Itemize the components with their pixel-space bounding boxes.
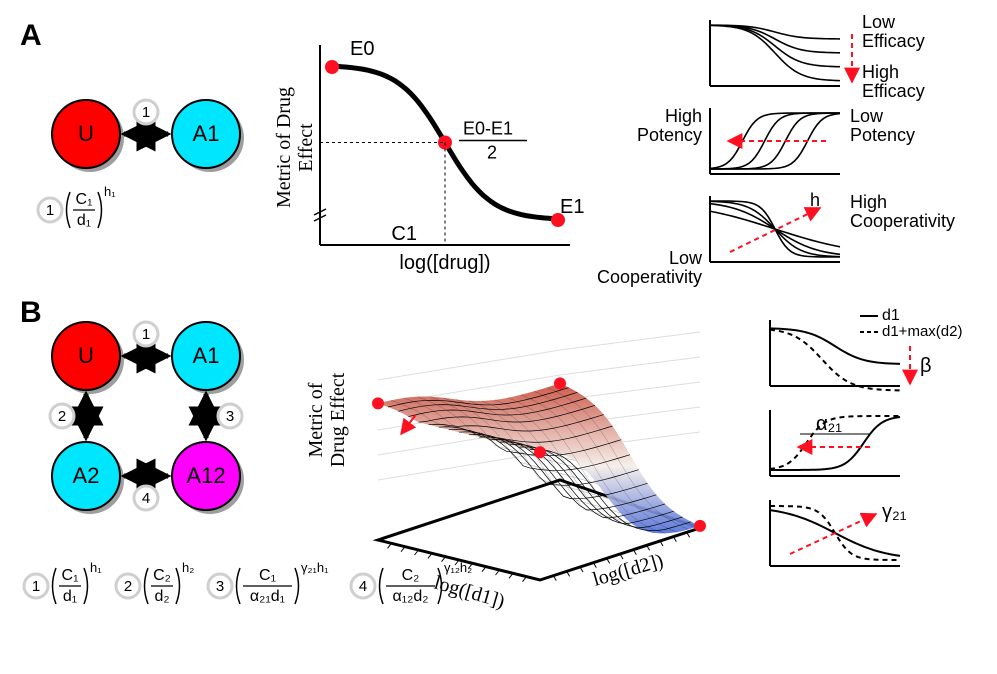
- gamma-arrow: [790, 514, 876, 554]
- surf-corner-dot: [372, 397, 384, 409]
- wall-grid: [378, 450, 560, 480]
- frac-exp: h₁: [90, 560, 102, 575]
- panel-label-B: B: [20, 296, 42, 329]
- rparen: [84, 568, 88, 604]
- hill-ylabel: Metric of DrugEffect: [273, 87, 317, 208]
- h-label: h: [810, 190, 820, 210]
- node-label: A1: [193, 343, 220, 368]
- legend-d1d2: d1+max(d2): [882, 323, 962, 340]
- node-label: A12: [186, 463, 225, 488]
- edge-badge-num: 2: [58, 408, 66, 425]
- d2-label: log([d2]): [590, 550, 665, 591]
- wall-grid: [378, 350, 560, 380]
- half-bot: 2: [487, 143, 497, 163]
- surf-corner-dot: [694, 520, 706, 532]
- high-coop: HighCooperativity: [850, 192, 955, 231]
- text: 3: [216, 578, 224, 595]
- high-eff: HighEfficacy: [862, 62, 925, 101]
- low-eff: LowEfficacy: [862, 12, 925, 51]
- d1d2-curve: [770, 330, 900, 391]
- frac-num: C₂: [153, 567, 171, 584]
- C1-label: C1: [391, 223, 417, 245]
- beta-label: β: [920, 355, 932, 377]
- node-label: U: [78, 343, 94, 368]
- lparen: [145, 568, 149, 604]
- lparen: [380, 568, 384, 604]
- d1-label: log([d1]): [432, 572, 507, 613]
- figure: A U A1 1 1 C₁ d₁ h₁ E0 E1 C1 E0-E1 2 Metric of DrugEf…: [0, 0, 997, 674]
- legend-d1: d1: [882, 307, 900, 324]
- frac-den: d₂: [154, 588, 169, 605]
- lparen: [53, 568, 57, 604]
- text: 2: [124, 578, 132, 595]
- E0-label: E0: [350, 38, 374, 60]
- frac-exp: γ₂₁h₁: [301, 560, 329, 575]
- frac-exp: h₁: [104, 184, 116, 199]
- mini-curve: [710, 201, 840, 257]
- frac-den: d₁: [63, 588, 77, 605]
- frac-den: α₁₂d₂: [393, 588, 429, 605]
- low-coop: LowCooperativity: [597, 248, 703, 287]
- E1-label: E1: [560, 196, 584, 218]
- low-pot: LowPotency: [850, 106, 915, 145]
- E0-dot: [325, 60, 339, 74]
- frac-num: C₁: [62, 567, 79, 584]
- edge-badge-num: 1: [142, 326, 150, 343]
- node-label: U: [78, 121, 94, 146]
- gamma-label: γ₂₁: [882, 501, 907, 523]
- high-pot: HighPotency: [637, 106, 702, 145]
- rparen: [295, 568, 299, 604]
- edge-badge-num: 3: [226, 408, 234, 425]
- text: 4: [359, 578, 367, 595]
- node-label: A2: [73, 463, 100, 488]
- lparen: [67, 192, 71, 228]
- mini-curve: [710, 25, 840, 80]
- surf-corner-dot: [534, 446, 546, 458]
- frac-den: α₂₁d₁: [250, 588, 285, 605]
- frac-num: C₁: [76, 191, 93, 208]
- surf-corner-dot: [554, 377, 566, 389]
- frac-num: C₂: [402, 567, 420, 584]
- surf-ylabel: Metric ofDrug Effect: [305, 372, 349, 467]
- text: 1: [32, 578, 40, 595]
- hill-xlabel: log([drug]): [399, 252, 490, 274]
- frac-exp: h₂: [182, 560, 194, 575]
- node-label: A1: [193, 121, 220, 146]
- edge-badge-num: 1: [142, 104, 150, 121]
- rparen: [98, 192, 102, 228]
- frac-num: C₁: [259, 567, 276, 584]
- rparen: [176, 568, 180, 604]
- wall-grid: [560, 357, 700, 375]
- wall-grid: [560, 332, 700, 350]
- half-top: E0-E1: [463, 119, 513, 139]
- text: 1: [46, 202, 54, 219]
- edge-badge-num: 4: [142, 490, 150, 507]
- frac-den: d₁: [77, 212, 91, 229]
- panel-label-A: A: [20, 19, 42, 52]
- alpha-label: α₂₁: [816, 413, 842, 435]
- lparen: [237, 568, 241, 604]
